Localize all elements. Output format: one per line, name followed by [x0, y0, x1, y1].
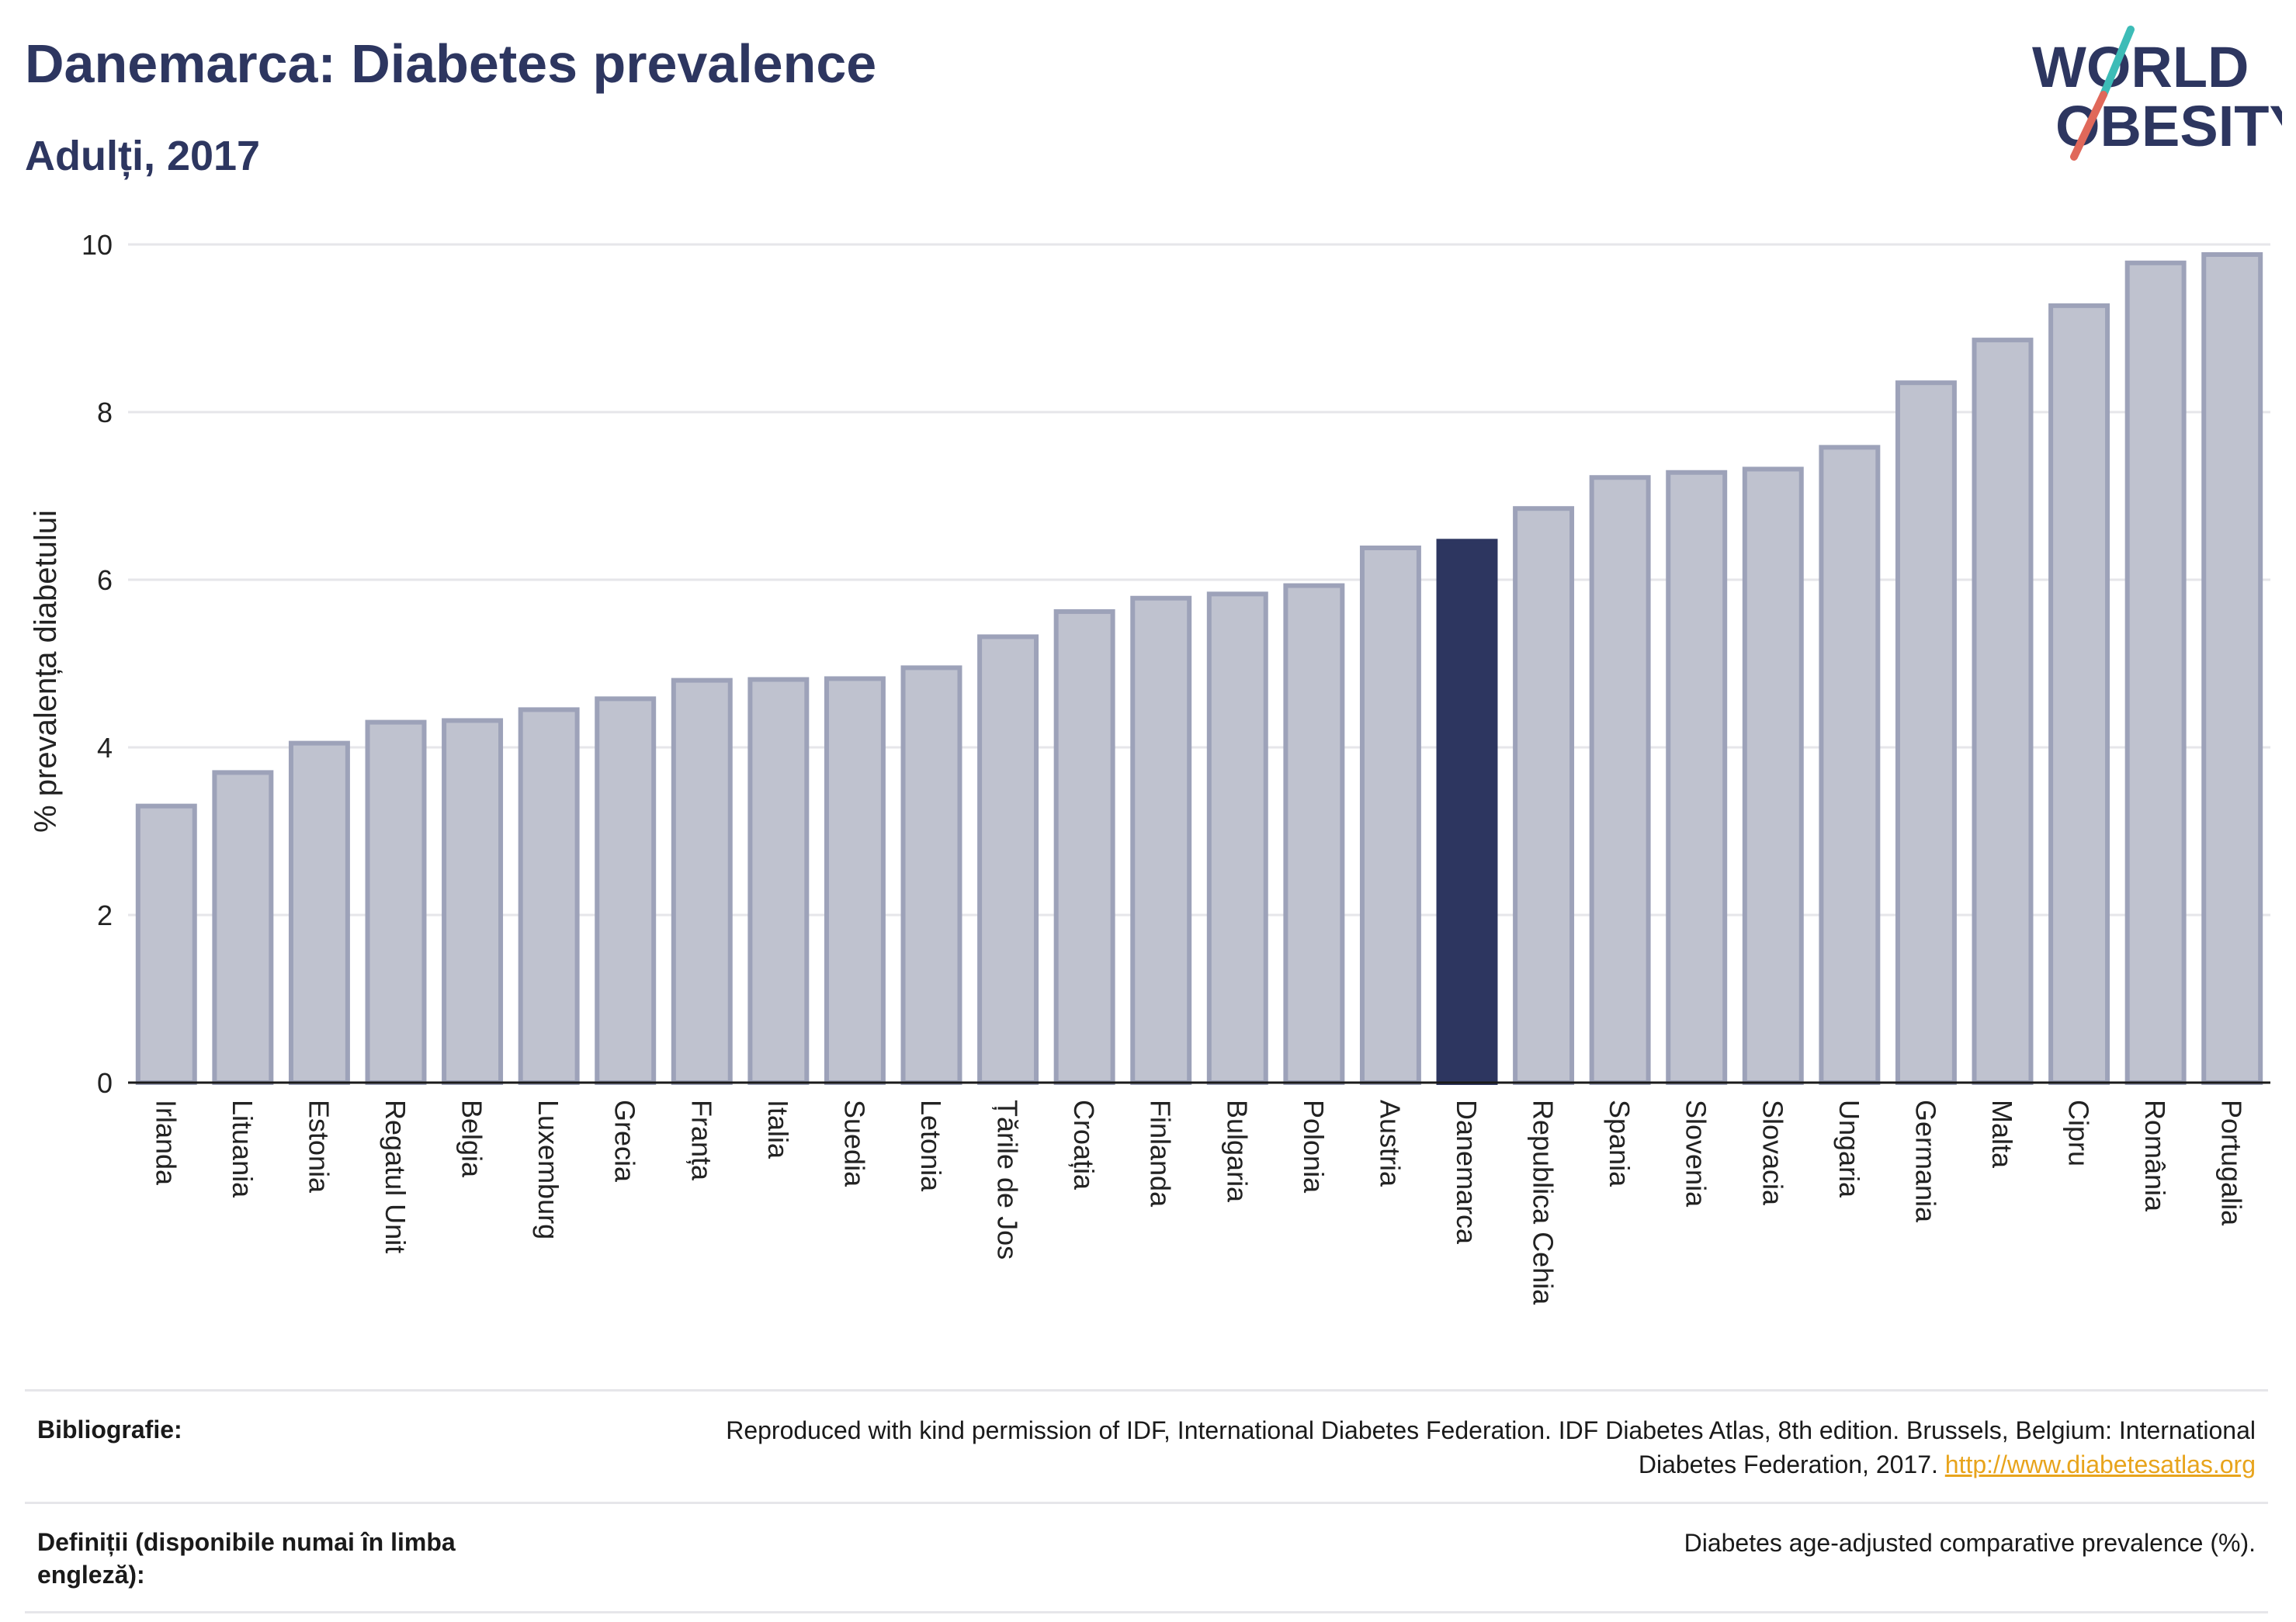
bar — [1053, 609, 1115, 1085]
bar — [2124, 260, 2187, 1085]
x-tick-label: Cipru — [2063, 1100, 2095, 1166]
bar — [1666, 470, 1728, 1085]
y-tick-label: 4 — [97, 732, 113, 764]
x-tick-label: Republica Cehia — [1528, 1100, 1559, 1305]
y-tick-label: 2 — [97, 899, 113, 931]
x-tick-label: Slovenia — [1680, 1100, 1712, 1208]
bar — [2048, 303, 2110, 1085]
y-tick-label: 10 — [82, 229, 113, 261]
x-tick-label: Belgia — [456, 1100, 488, 1178]
bar — [518, 707, 580, 1086]
x-tick-label: Portugalia — [2216, 1100, 2248, 1226]
footer-text: Reproduced with kind permission of IDF, … — [626, 1413, 2256, 1482]
x-tick-label: Bulgaria — [1221, 1100, 1253, 1203]
bar — [212, 770, 274, 1086]
bar — [1283, 583, 1345, 1085]
bar — [1972, 338, 2034, 1085]
y-tick-label: 0 — [97, 1067, 113, 1099]
bar — [900, 665, 962, 1085]
x-tick-label: Finlanda — [1145, 1100, 1177, 1208]
footer-row-bibliography: Bibliografie: Reproduced with kind permi… — [25, 1389, 2268, 1502]
bar — [2201, 251, 2263, 1086]
bar — [1206, 591, 1268, 1085]
bar — [671, 678, 733, 1085]
x-tick-label: Danemarca — [1451, 1100, 1483, 1245]
bar — [595, 696, 657, 1085]
bar — [1742, 466, 1804, 1085]
x-tick-label: Malta — [1986, 1100, 2018, 1169]
bar — [1819, 445, 1881, 1085]
x-tick-label: Ungaria — [1833, 1100, 1865, 1198]
x-tick-label: Irlanda — [150, 1100, 182, 1186]
footer-row-definitions: Definiții (disponibile numai în limba en… — [25, 1502, 2268, 1613]
bibliography-text: Reproduced with kind permission of IDF, … — [726, 1416, 2256, 1478]
chart-subtitle: Adulți, 2017 — [25, 133, 261, 179]
x-tick-label: Lituania — [227, 1100, 258, 1198]
x-tick-label: Germania — [1909, 1100, 1941, 1223]
x-tick-label: Polonia — [1298, 1100, 1330, 1194]
footer-label: Definiții (disponibile numai în limba en… — [37, 1528, 456, 1589]
bar — [365, 719, 427, 1085]
x-tick-label: Slovacia — [1757, 1100, 1788, 1206]
x-tick-label: Austria — [1374, 1100, 1406, 1187]
logo-slash-bottom — [2070, 91, 2107, 161]
bar — [135, 803, 197, 1085]
bar — [442, 718, 504, 1085]
bar — [977, 634, 1039, 1085]
x-tick-label: Regatul Unit — [380, 1100, 411, 1253]
y-tick-label: 8 — [97, 397, 113, 428]
x-tick-label: Grecia — [609, 1100, 641, 1183]
bar — [1589, 475, 1651, 1085]
diabetesatlas-link[interactable]: http://www.diabetesatlas.org — [1944, 1450, 2256, 1478]
logo-text-world: WORLD — [2032, 35, 2249, 99]
y-axis-label: % prevalența diabetului — [29, 510, 63, 833]
footer-label: Bibliografie: — [37, 1416, 182, 1444]
x-tick-label: Suedia — [838, 1100, 870, 1187]
logo-slash-top — [2100, 26, 2135, 99]
x-tick-label: România — [2139, 1100, 2171, 1212]
x-tick-label: Letonia — [915, 1100, 947, 1192]
footer-table: Bibliografie: Reproduced with kind permi… — [25, 1389, 2268, 1613]
bar — [288, 740, 350, 1085]
x-tick-label: Franța — [685, 1100, 717, 1181]
x-tick-label: Țările de Jos — [992, 1100, 1024, 1260]
world-obesity-logo: WORLD OBESITY — [2032, 26, 2282, 161]
x-tick-label: Spania — [1604, 1100, 1635, 1187]
bar — [1359, 545, 1421, 1085]
logo-text-obesity: OBESITY — [2055, 94, 2282, 158]
x-tick-label: Croația — [1068, 1100, 1100, 1191]
x-tick-label: Italia — [762, 1100, 794, 1159]
bar — [747, 677, 810, 1085]
bar — [1436, 539, 1498, 1085]
chart-title: Danemarca: Diabetes prevalence — [25, 33, 877, 94]
x-tick-label: Luxemburg — [532, 1100, 564, 1239]
bar — [1130, 595, 1192, 1085]
bar-chart: 0 2 4 6 8 10 % prevalența diabetului Irlanda Lit… — [29, 229, 2270, 1305]
bar — [1513, 506, 1575, 1085]
x-tick-label: Estonia — [303, 1100, 335, 1194]
y-tick-label: 6 — [97, 564, 113, 596]
bar — [1895, 380, 1957, 1085]
bar — [824, 676, 886, 1085]
footer-text: Diabetes age-adjusted comparative preval… — [1684, 1529, 2256, 1557]
